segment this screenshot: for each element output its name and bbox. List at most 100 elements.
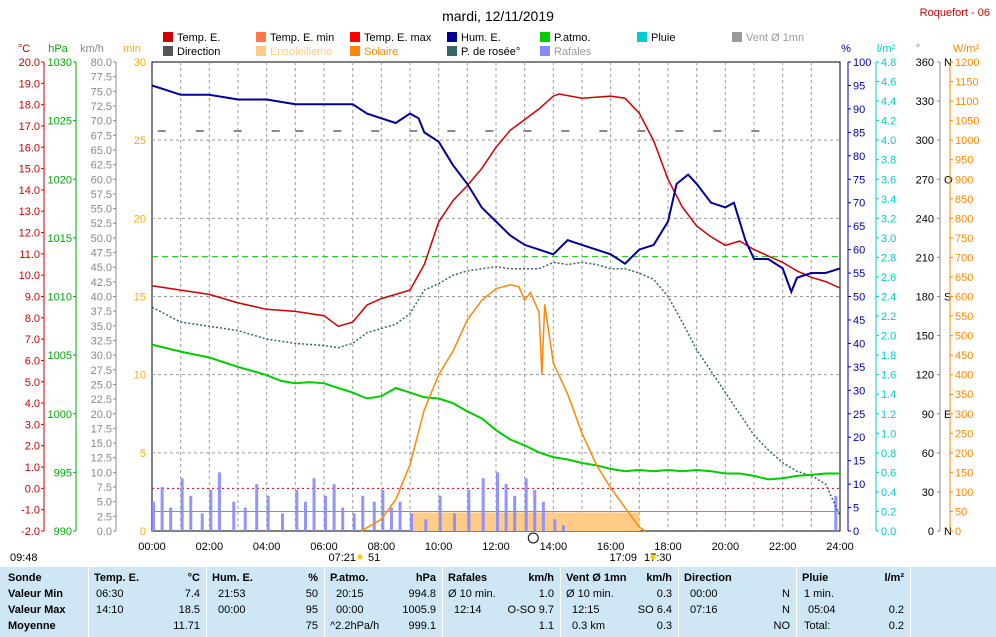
- dir-axis-cardinal: E: [944, 409, 951, 421]
- rain-axis-tick-label: 0.4: [881, 487, 896, 499]
- dir-axis-tick-label: 0: [928, 526, 934, 538]
- wind-axis-tick-label: 60.0: [91, 174, 112, 186]
- legend-swatch: [447, 46, 457, 56]
- solar-unit: W/m²: [953, 43, 980, 55]
- rain-axis-tick-label: 0.2: [881, 506, 896, 518]
- marker-end: 17:30: [644, 552, 672, 564]
- press-trend: ^2.2hPa/h: [330, 620, 380, 632]
- sun-axis-tick-label: 15: [134, 292, 146, 304]
- rafales-max-value: O-SO 9.7: [507, 604, 554, 616]
- dir-min-value: N: [782, 588, 790, 600]
- pluie-max-time: 05:04: [808, 604, 836, 616]
- temp-axis-tick-label: 2.0: [25, 441, 40, 453]
- header-direction: Direction: [684, 572, 732, 584]
- wind-axis-tick-label: 70.0: [91, 116, 112, 128]
- wind-axis-tick-label: 47.5: [91, 248, 112, 260]
- wind-bar: [180, 478, 184, 531]
- solar-axis-tick-label: 850: [955, 194, 973, 206]
- wind-axis-tick-label: 45.0: [91, 262, 112, 274]
- pluie-max-value: 0.2: [888, 604, 904, 616]
- hum-axis-tick-label: 45: [853, 315, 865, 327]
- wind-bar: [324, 495, 327, 531]
- temp-max-time: 14:10: [96, 604, 124, 616]
- temp-axis-tick-label: 10.0: [19, 270, 40, 282]
- wind-bar: [541, 501, 545, 531]
- solar-axis-tick-label: 550: [955, 311, 973, 323]
- wind-bar: [169, 507, 173, 531]
- rain-axis-tick-label: 3.0: [881, 233, 896, 245]
- wind-axis-tick-label: 52.5: [91, 218, 112, 230]
- dir-axis-tick-label: 330: [916, 96, 934, 108]
- wind-axis-tick-label: 17.5: [91, 423, 112, 435]
- dir-axis-cardinal: N: [944, 57, 952, 69]
- solar-axis-tick-label: 1000: [955, 135, 979, 147]
- x-tick-label: 20:00: [712, 541, 740, 553]
- hum-axis-tick-label: 20: [853, 432, 865, 444]
- wind-bar: [372, 501, 376, 531]
- hum-axis-tick-label: 90: [853, 104, 865, 116]
- hum-axis-tick-label: 85: [853, 127, 865, 139]
- wind-bar: [295, 489, 299, 531]
- legend-label: Temp. E. max: [364, 32, 432, 44]
- series-line-4: [360, 284, 646, 532]
- wind-bar: [398, 501, 402, 531]
- vent-avg-value: 0.3: [656, 620, 672, 632]
- wind-axis-tick-label: 40.0: [91, 292, 112, 304]
- wind-axis-tick-label: 20.0: [91, 409, 112, 421]
- wind-bar: [438, 495, 442, 531]
- hum-axis-tick-label: 25: [853, 409, 865, 421]
- solar-axis-tick-label: 1200: [955, 57, 979, 69]
- legend-swatch: [540, 46, 550, 56]
- vent-max-value: SO 6.4: [637, 604, 672, 616]
- sun-unit: min: [123, 43, 141, 55]
- legend-swatch: [350, 32, 360, 42]
- legend-label: Vent Ø 1mn: [746, 32, 804, 44]
- press-axis-tick-label: 995: [54, 467, 72, 479]
- sun-minutes: 51: [368, 552, 380, 564]
- wind-bar: [533, 489, 537, 531]
- hum-axis-tick-label: 70: [853, 198, 865, 210]
- legend-label: Ensoleilleme: [270, 46, 332, 58]
- wind-bar: [553, 519, 557, 531]
- wind-bar: [341, 507, 345, 531]
- legend-swatch: [732, 32, 742, 42]
- header-press: P.atmo.: [330, 572, 369, 584]
- dir-axis-tick-label: 300: [916, 135, 934, 147]
- wind-axis-tick-label: 32.5: [91, 335, 112, 347]
- vent-min-value: 0.3: [656, 588, 672, 600]
- rain-axis-tick-label: 4.6: [881, 77, 896, 89]
- series-line-3: [151, 343, 840, 481]
- rain-axis-tick-label: 2.2: [881, 311, 896, 323]
- rain-axis-tick-label: 4.8: [881, 57, 896, 69]
- press-axis-tick-label: 1000: [48, 409, 72, 421]
- wind-bar: [410, 513, 413, 531]
- row-label-avg: Moyenne: [8, 620, 56, 632]
- solar-axis-tick-label: 750: [955, 233, 973, 245]
- dir-axis-tick-label: 60: [922, 448, 934, 460]
- legend-label: Temp. E. min: [270, 32, 334, 44]
- wind-axis-tick-label: 37.5: [91, 306, 112, 318]
- wind-bar: [361, 495, 365, 531]
- sun-axis-tick-label: 0: [140, 526, 146, 538]
- summary-table: Sonde Valeur Min Valeur Max Moyenne Temp…: [0, 567, 996, 637]
- solar-axis-tick-label: 900: [955, 174, 973, 186]
- header-hum-unit: %: [308, 572, 318, 584]
- press-avg-value: 999.1: [408, 620, 436, 632]
- hum-axis-tick-label: 65: [853, 221, 865, 233]
- legend-swatch: [163, 46, 173, 56]
- marker-start: 09:48: [10, 552, 38, 564]
- press-axis-tick-label: 1010: [48, 292, 72, 304]
- rain-axis-tick-label: 2.6: [881, 272, 896, 284]
- wind-bar: [496, 472, 499, 531]
- rain-axis-tick-label: 0.6: [881, 467, 896, 479]
- wind-bar: [467, 489, 471, 531]
- header-temp: Temp. E.: [94, 572, 140, 584]
- wind-bar: [524, 478, 528, 531]
- dir-max-value: N: [782, 604, 790, 616]
- dir-axis-cardinal: O: [944, 174, 953, 186]
- dir-axis-tick-label: 180: [916, 292, 934, 304]
- x-tick-label: 02:00: [196, 541, 224, 553]
- hum-axis-tick-label: 15: [853, 456, 865, 468]
- wind-axis-tick-label: 72.5: [91, 101, 112, 113]
- header-hum: Hum. E.: [212, 572, 253, 584]
